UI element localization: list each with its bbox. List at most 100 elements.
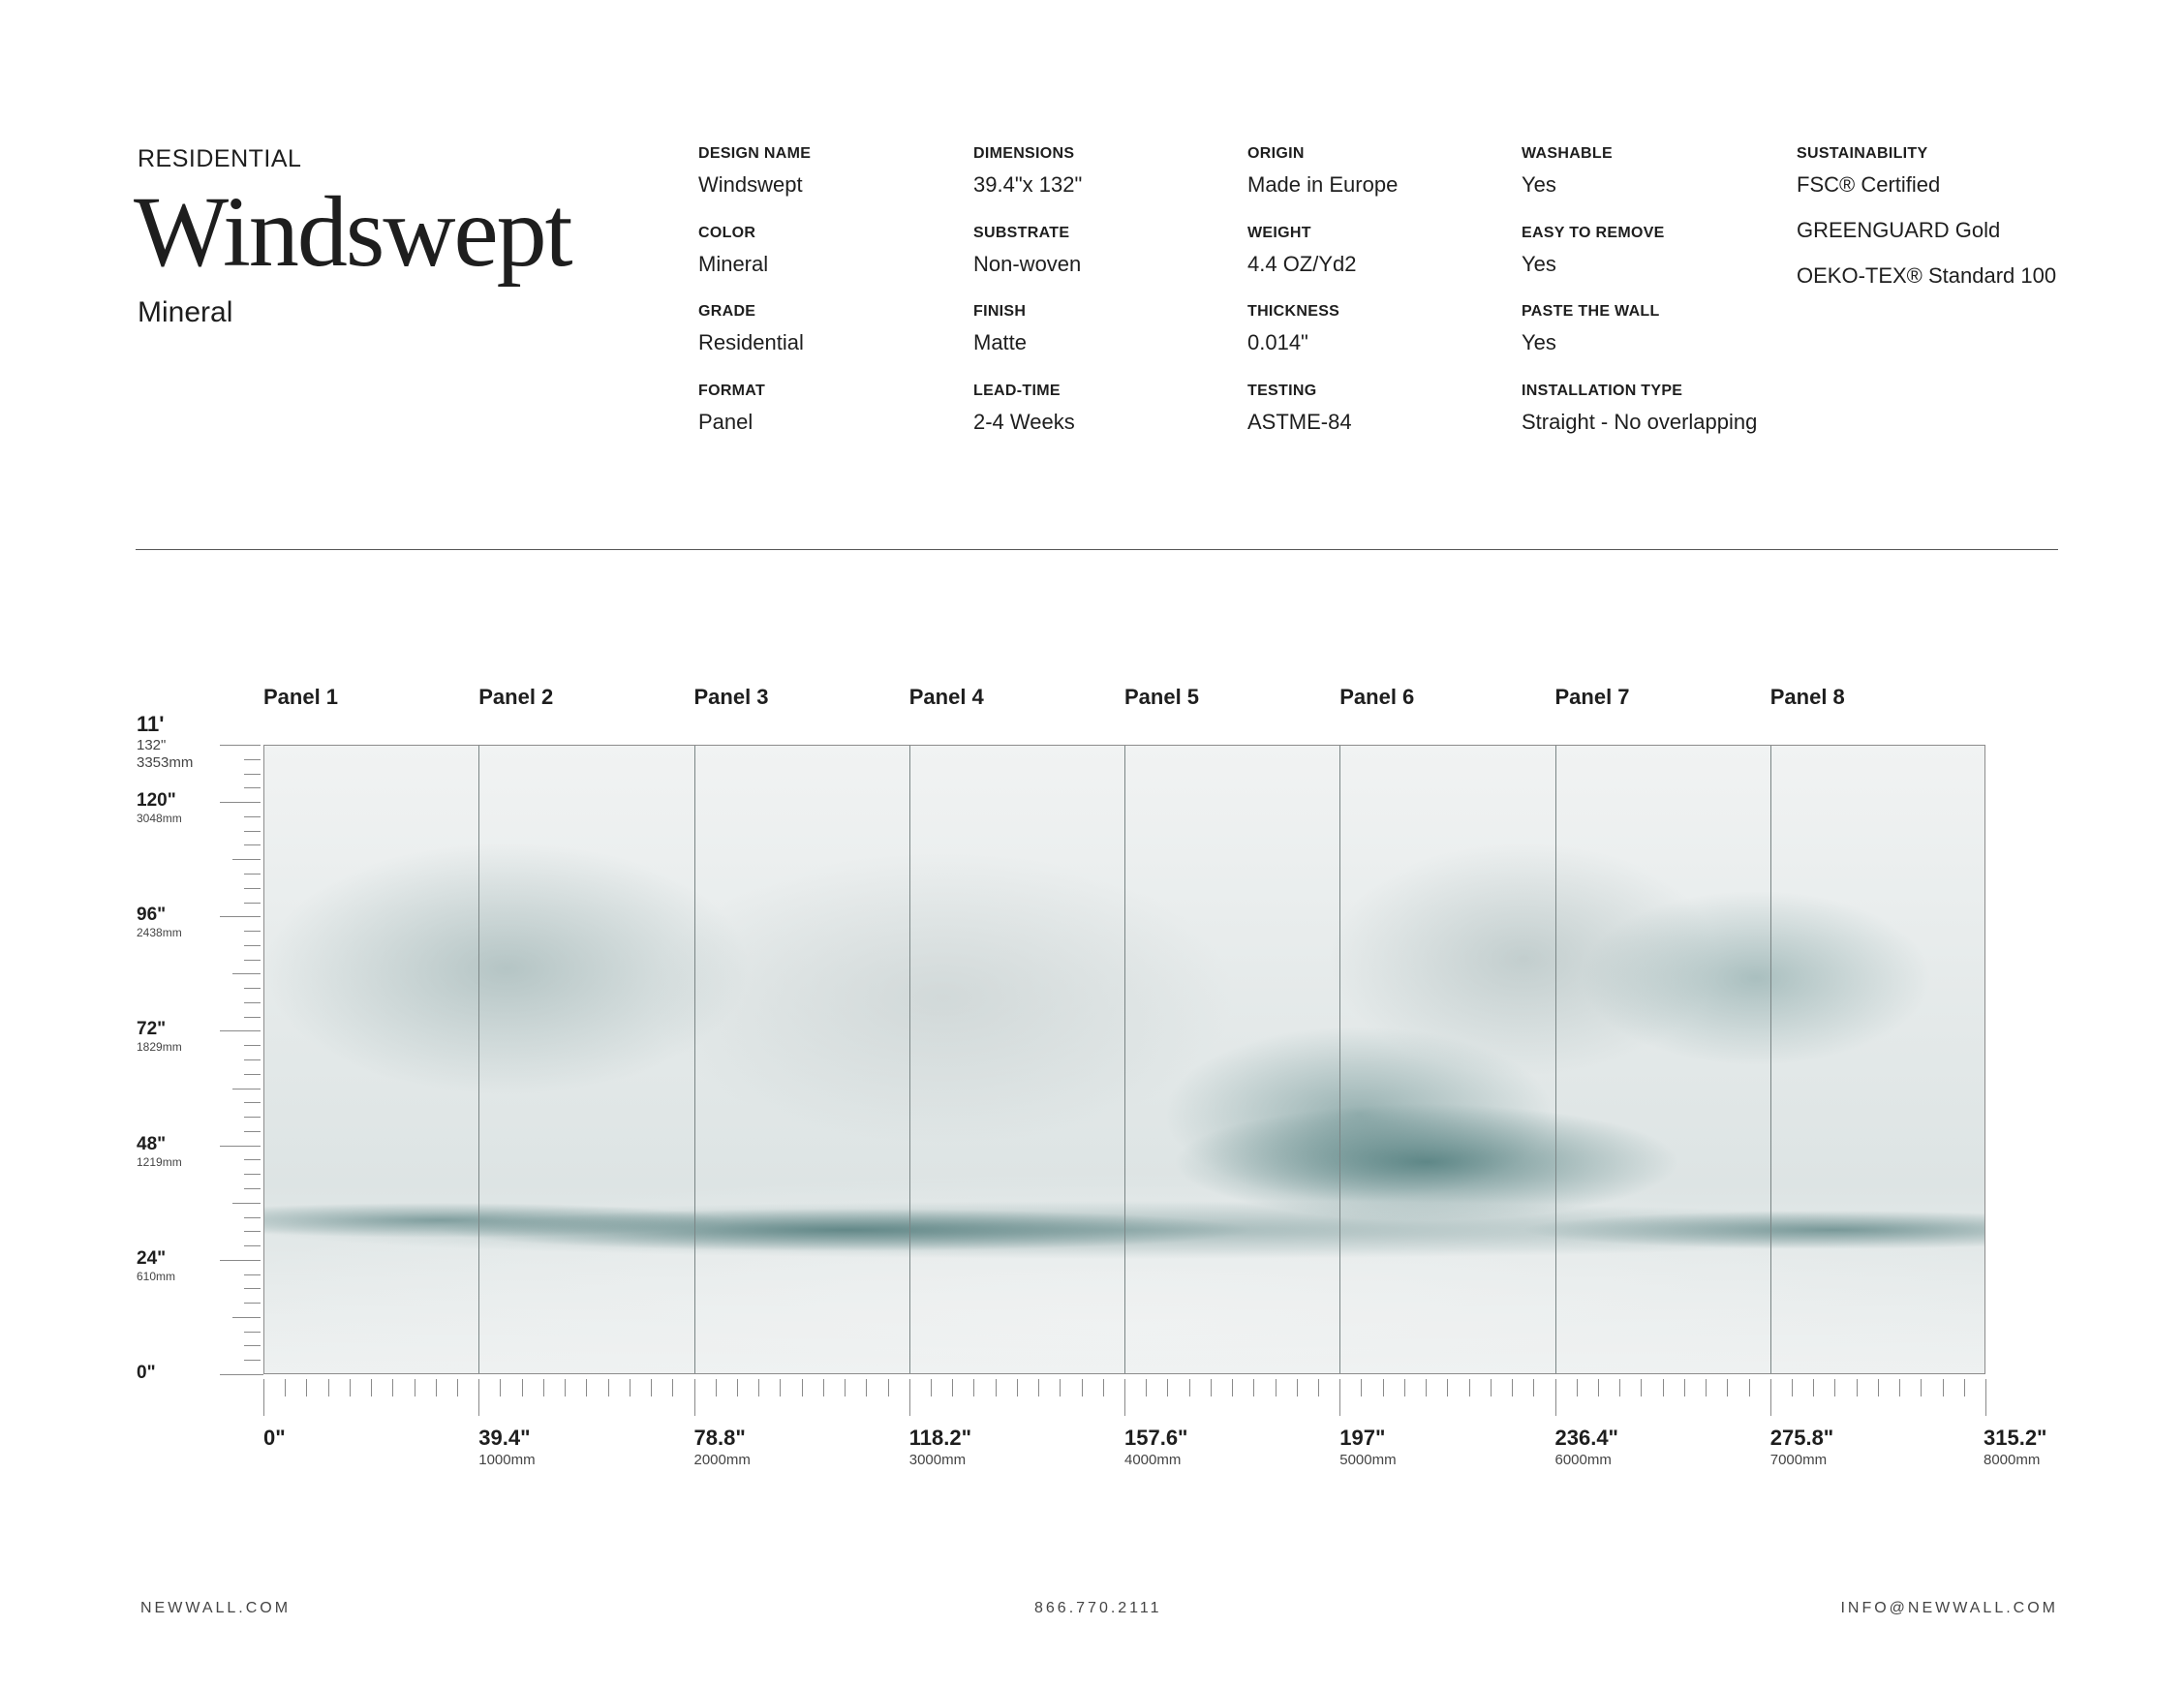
ruler-tick bbox=[1296, 1379, 1298, 1396]
spec-item: FORMAT Panel bbox=[698, 383, 811, 462]
spec-item: DIMENSIONS 39.4"x 132" bbox=[973, 145, 1082, 225]
ruler-tick bbox=[435, 1379, 437, 1396]
spec-value: Windswept bbox=[698, 172, 803, 197]
ruler-tick bbox=[1490, 1379, 1492, 1396]
ruler-tick bbox=[285, 1379, 287, 1396]
width-label-mm: 1000mm bbox=[478, 1452, 536, 1468]
ruler-tick bbox=[1706, 1379, 1707, 1396]
spec-value: Yes bbox=[1522, 172, 1556, 197]
height-label-mm: 3353mm bbox=[137, 754, 194, 771]
ruler-tick bbox=[371, 1379, 373, 1396]
ruler-tick bbox=[1081, 1379, 1083, 1396]
width-label-inches: 315.2" bbox=[1984, 1426, 2047, 1450]
ruler-tick bbox=[758, 1379, 760, 1396]
spec-value: 4.4 OZ/Yd2 bbox=[1247, 251, 1357, 276]
spec-value: Mineral bbox=[698, 251, 769, 276]
spec-value: Matte bbox=[973, 330, 1028, 354]
spec-column: DIMENSIONS 39.4"x 132" SUBSTRATE Non-woven F… bbox=[973, 145, 1082, 461]
ruler-tick bbox=[672, 1379, 674, 1396]
ruler-tick bbox=[263, 1379, 264, 1416]
spec-label: FORMAT bbox=[698, 382, 766, 399]
ruler-tick bbox=[866, 1379, 868, 1396]
certification: GREENGUARD Gold bbox=[1797, 218, 2001, 242]
footer-website[interactable]: NEWWALL.COM bbox=[140, 1600, 292, 1616]
spec-column: ORIGIN Made in Europe WEIGHT 4.4 OZ/Yd2 THIC… bbox=[1247, 145, 1398, 461]
ruler-tick bbox=[1167, 1379, 1169, 1396]
ruler-baseline bbox=[220, 1374, 263, 1375]
ruler-tick bbox=[845, 1379, 846, 1396]
spec-item: GRADE Residential bbox=[698, 303, 811, 383]
spec-label: FINISH bbox=[973, 303, 1027, 320]
ruler-tick bbox=[1662, 1379, 1664, 1396]
panel-seam bbox=[1554, 746, 1556, 1373]
width-label-mm: 3000mm bbox=[908, 1452, 967, 1468]
spec-item: WASHABLE Yes bbox=[1522, 145, 1757, 225]
height-label-inches: 132" bbox=[137, 737, 167, 753]
ruler-tick bbox=[1727, 1379, 1729, 1396]
ruler-tick bbox=[244, 1331, 261, 1333]
ruler-tick bbox=[1985, 1379, 1986, 1416]
ruler-tick bbox=[244, 1117, 261, 1119]
spec-label: ORIGIN bbox=[1247, 145, 1305, 162]
ruler-tick bbox=[1683, 1379, 1685, 1396]
ruler-tick bbox=[244, 1159, 261, 1161]
panel-label: Panel 5 bbox=[1124, 685, 1200, 709]
ruler-tick bbox=[244, 931, 261, 933]
ruler-tick bbox=[220, 802, 261, 804]
spec-value: ASTME-84 bbox=[1247, 409, 1352, 434]
ruler-tick bbox=[457, 1379, 459, 1396]
height-label-inches: 48" bbox=[137, 1133, 167, 1154]
width-label-inches: 118.2" bbox=[908, 1426, 972, 1450]
ruler-tick bbox=[887, 1379, 889, 1396]
ruler-tick bbox=[995, 1379, 997, 1396]
spec-column: WASHABLE Yes EASY TO REMOVE Yes PASTE THE WA… bbox=[1522, 145, 1757, 461]
ruler-tick bbox=[244, 1288, 261, 1290]
ruler-tick bbox=[244, 1245, 261, 1247]
spec-value: 0.014" bbox=[1247, 330, 1308, 354]
width-label-mm: 5000mm bbox=[1339, 1452, 1397, 1468]
spec-value: 39.4"x 132" bbox=[973, 172, 1083, 197]
width-label-inches: 275.8" bbox=[1769, 1426, 1834, 1450]
ruler-tick bbox=[1318, 1379, 1320, 1396]
footer-email[interactable]: INFO@NEWWALL.COM bbox=[1840, 1600, 2058, 1616]
footer-phone[interactable]: 866.770.2111 bbox=[1034, 1600, 1162, 1616]
ruler-tick bbox=[244, 1345, 261, 1347]
ruler-tick bbox=[220, 916, 261, 918]
certification: FSC® Certified bbox=[1797, 172, 1941, 197]
width-label-inches: 0" bbox=[263, 1426, 286, 1450]
ruler-tick bbox=[693, 1379, 695, 1416]
ruler-tick bbox=[1253, 1379, 1255, 1396]
design-title: Windswept bbox=[134, 176, 573, 288]
spec-item: INSTALLATION TYPE Straight - No overlappi… bbox=[1522, 383, 1757, 462]
panel-seam bbox=[478, 746, 480, 1373]
ruler-tick bbox=[244, 1303, 261, 1304]
ruler-tick bbox=[244, 830, 261, 832]
ruler-tick bbox=[1533, 1379, 1535, 1396]
ruler-tick bbox=[306, 1379, 308, 1396]
ruler-tick bbox=[244, 1016, 261, 1018]
ruler-tick bbox=[930, 1379, 932, 1396]
ruler-tick bbox=[1834, 1379, 1836, 1396]
ruler-tick bbox=[1813, 1379, 1815, 1396]
ruler-tick bbox=[1963, 1379, 1965, 1396]
ruler-tick bbox=[801, 1379, 803, 1396]
width-label-mm: 2000mm bbox=[693, 1452, 751, 1468]
ruler-tick bbox=[244, 1073, 261, 1075]
spec-label: DESIGN NAME bbox=[698, 145, 812, 162]
ruler-tick bbox=[220, 1145, 261, 1147]
mural-preview-image bbox=[263, 745, 1985, 1374]
height-label-top: 11' bbox=[137, 712, 165, 736]
height-label-inches: 24" bbox=[137, 1247, 167, 1269]
ruler-tick bbox=[1641, 1379, 1643, 1396]
ruler-tick bbox=[565, 1379, 567, 1396]
ruler-tick bbox=[822, 1379, 824, 1396]
panel-seam bbox=[1339, 746, 1341, 1373]
category-label: RESIDENTIAL bbox=[138, 145, 302, 172]
ruler-tick bbox=[244, 1360, 261, 1362]
ruler-tick bbox=[1060, 1379, 1061, 1396]
ruler-tick bbox=[244, 1059, 261, 1060]
width-label-inches: 39.4" bbox=[478, 1426, 531, 1450]
spec-label: SUSTAINABILITY bbox=[1797, 145, 1928, 162]
ruler-tick bbox=[244, 988, 261, 990]
spec-item: FINISH Matte bbox=[973, 303, 1082, 383]
